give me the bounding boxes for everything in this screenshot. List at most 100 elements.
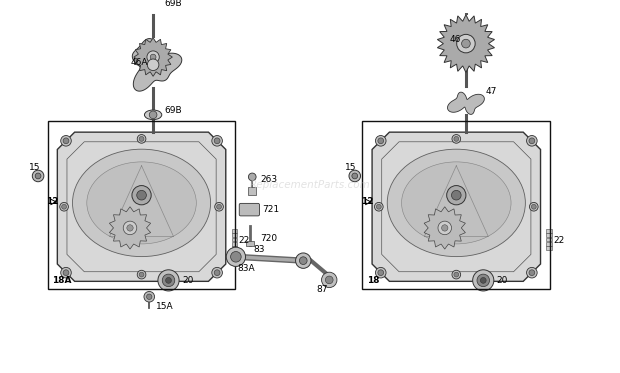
Text: 15A: 15A — [156, 302, 174, 311]
Circle shape — [451, 190, 461, 200]
Circle shape — [60, 203, 68, 211]
Circle shape — [349, 170, 361, 182]
Circle shape — [376, 267, 386, 278]
Ellipse shape — [402, 162, 511, 244]
Polygon shape — [57, 132, 226, 281]
Circle shape — [249, 173, 256, 181]
Circle shape — [148, 59, 159, 70]
Text: 721: 721 — [262, 205, 279, 214]
Bar — [48, 120, 236, 289]
Circle shape — [526, 135, 537, 146]
Circle shape — [137, 190, 146, 200]
Circle shape — [63, 138, 69, 144]
Circle shape — [299, 257, 307, 264]
Circle shape — [139, 272, 144, 277]
Circle shape — [472, 270, 494, 291]
Bar — [231, 247, 237, 250]
Circle shape — [144, 291, 154, 302]
Circle shape — [212, 135, 223, 146]
Circle shape — [326, 276, 333, 284]
Text: 20: 20 — [497, 276, 508, 285]
Text: 22: 22 — [553, 236, 564, 245]
Circle shape — [477, 274, 490, 286]
Circle shape — [127, 225, 133, 231]
Circle shape — [374, 203, 383, 211]
Text: 18A: 18A — [53, 276, 72, 285]
Circle shape — [438, 221, 451, 235]
FancyBboxPatch shape — [239, 203, 259, 216]
Circle shape — [322, 272, 337, 288]
Text: 69B: 69B — [165, 0, 182, 8]
Bar — [546, 229, 552, 233]
Circle shape — [529, 270, 535, 276]
Circle shape — [149, 111, 157, 119]
Circle shape — [166, 278, 171, 283]
Circle shape — [376, 204, 381, 209]
Circle shape — [480, 278, 486, 283]
Text: 22: 22 — [238, 236, 249, 245]
Bar — [546, 238, 552, 241]
Circle shape — [378, 138, 384, 144]
Circle shape — [150, 54, 156, 60]
Text: 46: 46 — [450, 35, 461, 44]
Circle shape — [137, 135, 146, 143]
Circle shape — [158, 270, 179, 291]
Text: 18: 18 — [367, 276, 380, 285]
Circle shape — [63, 270, 69, 276]
Circle shape — [446, 186, 466, 205]
Ellipse shape — [87, 162, 197, 244]
Circle shape — [531, 204, 536, 209]
Polygon shape — [437, 15, 495, 72]
Circle shape — [216, 204, 221, 209]
Text: 263: 263 — [260, 175, 277, 184]
Circle shape — [149, 3, 157, 11]
Circle shape — [139, 137, 144, 141]
Text: 46A: 46A — [131, 58, 148, 68]
Text: 83: 83 — [253, 245, 265, 254]
Polygon shape — [448, 92, 484, 115]
Bar — [546, 242, 552, 246]
Circle shape — [529, 138, 535, 144]
Circle shape — [529, 203, 538, 211]
Circle shape — [137, 270, 146, 279]
Circle shape — [457, 34, 475, 53]
Circle shape — [132, 186, 151, 205]
Bar — [546, 247, 552, 250]
Bar — [231, 242, 237, 246]
Polygon shape — [134, 38, 172, 76]
Polygon shape — [372, 132, 541, 281]
Bar — [249, 188, 256, 195]
Text: 20: 20 — [182, 276, 193, 285]
Circle shape — [231, 251, 241, 262]
Circle shape — [32, 170, 44, 182]
Text: 47: 47 — [485, 87, 497, 96]
Circle shape — [215, 270, 220, 276]
Circle shape — [212, 267, 223, 278]
Circle shape — [526, 267, 537, 278]
Circle shape — [146, 294, 152, 300]
Polygon shape — [109, 207, 151, 249]
Circle shape — [441, 225, 448, 231]
Polygon shape — [424, 207, 466, 249]
Bar — [546, 233, 552, 237]
Ellipse shape — [73, 149, 211, 257]
Circle shape — [454, 272, 459, 277]
Text: 87: 87 — [317, 285, 328, 294]
Circle shape — [454, 137, 459, 141]
Text: 15: 15 — [29, 163, 40, 172]
Circle shape — [123, 221, 137, 235]
Bar — [231, 233, 237, 237]
Text: 12: 12 — [46, 197, 58, 206]
Bar — [247, 241, 254, 246]
Bar — [231, 238, 237, 241]
Circle shape — [296, 253, 311, 268]
Text: 69B: 69B — [165, 106, 182, 116]
Circle shape — [61, 267, 71, 278]
Circle shape — [452, 135, 461, 143]
Bar — [231, 229, 237, 233]
Circle shape — [147, 51, 159, 63]
Circle shape — [215, 138, 220, 144]
Text: 15: 15 — [345, 163, 356, 172]
Circle shape — [376, 135, 386, 146]
Text: 720: 720 — [260, 234, 277, 243]
